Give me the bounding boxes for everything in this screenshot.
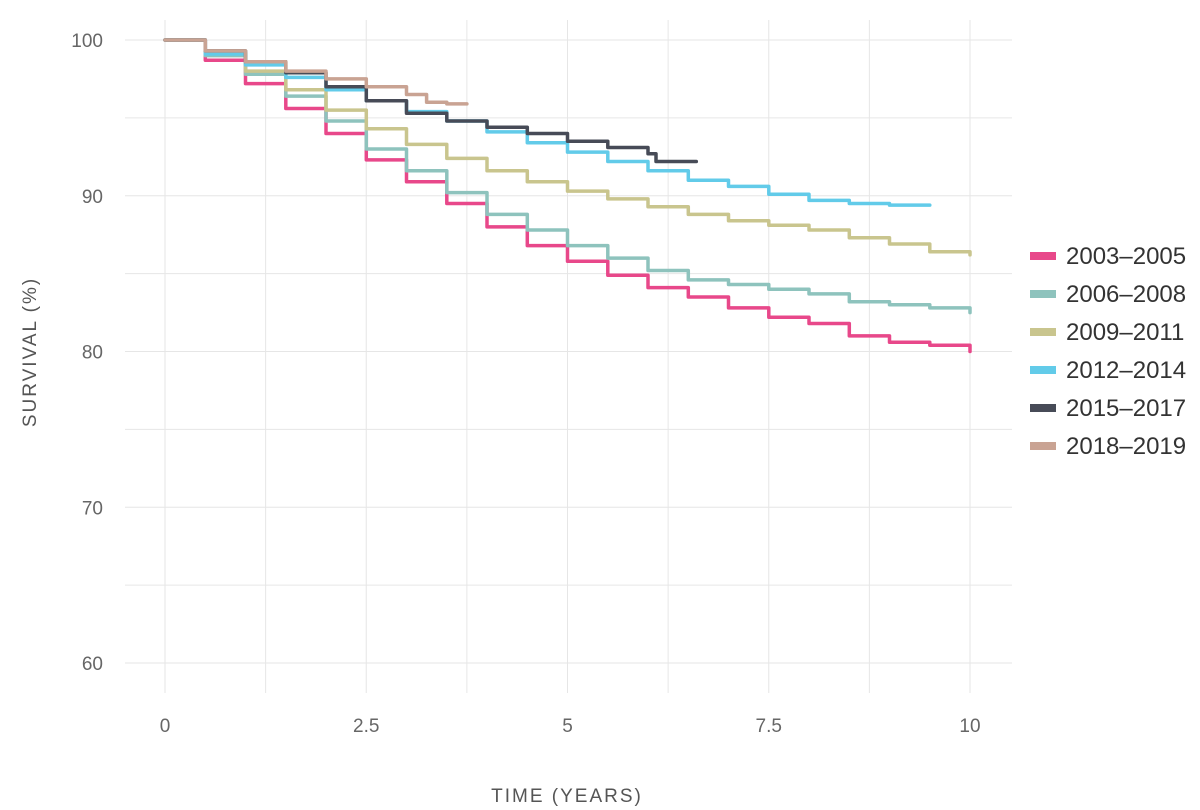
grid	[125, 20, 1012, 693]
legend-label: 2012–2014	[1066, 357, 1186, 384]
legend-swatch	[1030, 442, 1056, 450]
x-tick-label: 5	[562, 716, 573, 737]
legend-swatch	[1030, 328, 1056, 336]
y-tick-label: 60	[82, 654, 103, 675]
x-tick-label: 7.5	[756, 716, 782, 737]
y-tick-labels: 60 70 80 90 100	[71, 31, 103, 675]
legend-swatch	[1030, 252, 1056, 260]
y-tick-label: 80	[82, 343, 103, 364]
legend-label: 2006–2008	[1066, 281, 1186, 308]
y-axis-title: SURVIVAL (%)	[20, 277, 41, 427]
legend-label: 2009–2011	[1066, 319, 1184, 346]
legend-label: 2015–2017	[1066, 395, 1186, 422]
legend-swatch	[1030, 404, 1056, 412]
legend-label: 2018–2019	[1066, 433, 1186, 460]
y-tick-label: 100	[71, 31, 103, 52]
y-tick-label: 90	[82, 187, 103, 208]
legend-swatch	[1030, 290, 1056, 298]
y-tick-label: 70	[82, 498, 103, 519]
x-axis-title: TIME (YEARS)	[491, 786, 643, 807]
legend: 2003–2005 2006–2008 2009–2011 2012–2014 2015…	[1030, 243, 1186, 460]
x-tick-label: 0	[160, 716, 171, 737]
x-tick-labels: 0 2.5 5 7.5 10	[160, 716, 981, 737]
legend-label: 2003–2005	[1066, 243, 1186, 270]
x-tick-label: 10	[959, 716, 980, 737]
series-line	[165, 40, 467, 104]
x-tick-label: 2.5	[353, 716, 379, 737]
legend-swatch	[1030, 366, 1056, 374]
